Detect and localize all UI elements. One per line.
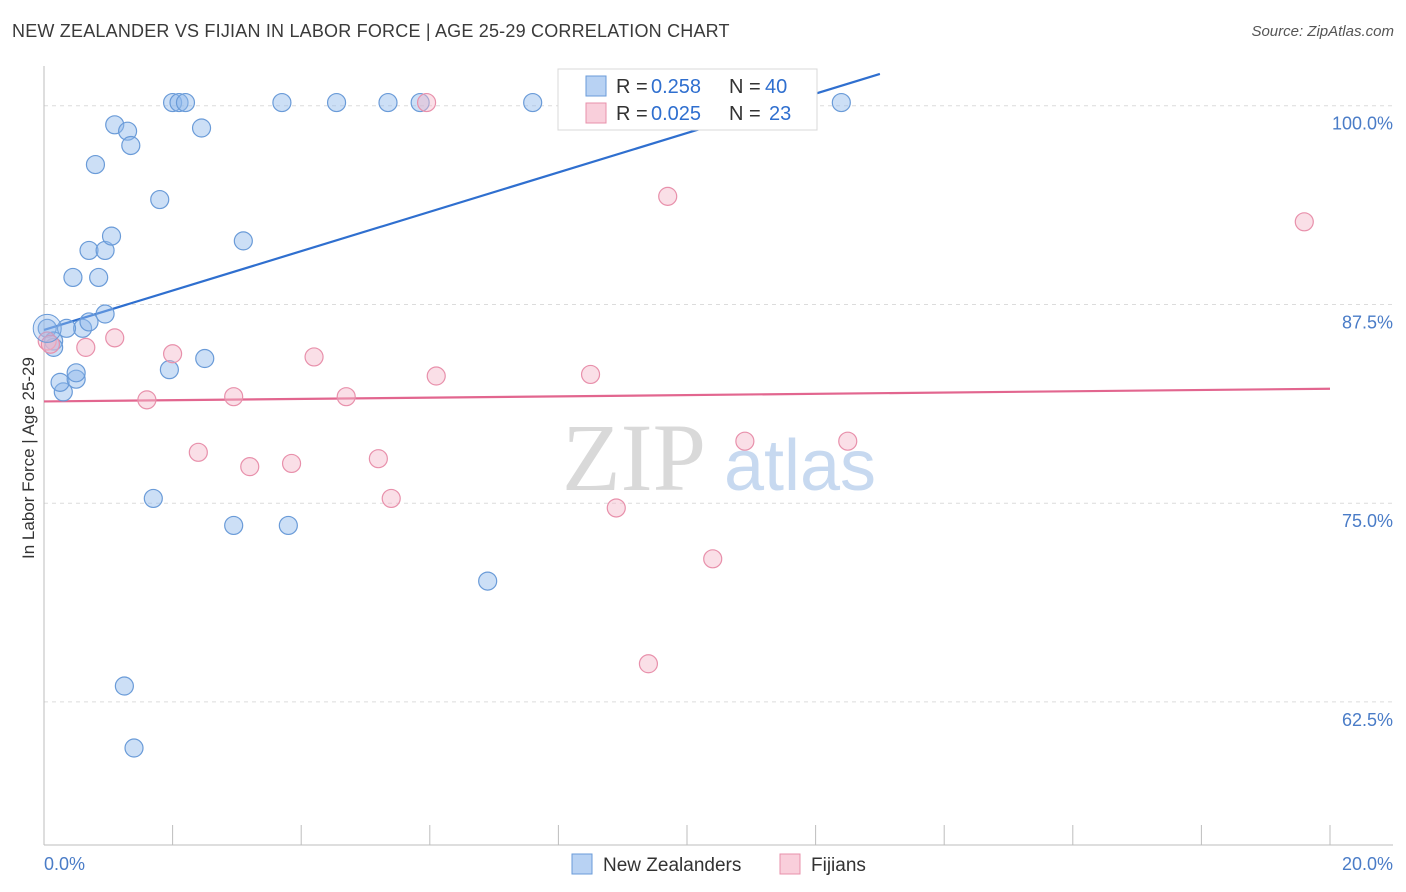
point-fijians: [703, 549, 723, 569]
legend-n-label-1: N =: [729, 76, 761, 98]
point-fijians: [381, 488, 401, 509]
point-new-zealanders: [278, 515, 298, 536]
point-new-zealanders: [121, 135, 141, 156]
data-points: [32, 92, 1314, 758]
axes: [43, 66, 1393, 846]
point-fijians: [224, 387, 244, 407]
watermark-atlas: atlas: [724, 426, 876, 506]
watermark: ZIP atlas: [562, 404, 876, 511]
point-new-zealanders: [191, 118, 212, 138]
point-new-zealanders: [85, 154, 106, 175]
point-new-zealanders: [95, 240, 115, 261]
point-fijians: [240, 457, 260, 477]
point-new-zealanders: [143, 488, 163, 509]
point-new-zealanders: [150, 189, 170, 210]
point-new-zealanders: [523, 92, 543, 113]
legend-n-value-2: 23: [769, 103, 791, 125]
point-new-zealanders: [831, 92, 851, 113]
y-axis-title: In Labor Force | Age 25-29: [19, 357, 38, 559]
point-fijians: [281, 453, 302, 474]
point-cluster-new-zealanders: [32, 313, 62, 343]
point-new-zealanders: [66, 369, 86, 389]
point-new-zealanders: [478, 571, 498, 591]
point-fijians: [658, 186, 678, 206]
point-new-zealanders: [117, 121, 138, 141]
point-fijians: [37, 331, 57, 351]
bottom-legend-label-new-zealanders: New Zealanders: [603, 855, 741, 876]
point-new-zealanders: [272, 92, 292, 113]
legend-r-value-2: 0.025: [651, 103, 701, 125]
x-tick-labels: 0.0% 20.0%: [44, 854, 1393, 874]
trend-line-fijians: [43, 387, 1331, 403]
point-fijians: [838, 431, 858, 451]
legend-n-value-1: 40: [765, 76, 787, 98]
legend-r-label-1: R =: [616, 76, 648, 98]
legend-n-label-2: N =: [729, 103, 761, 125]
point-fijians: [137, 390, 157, 410]
point-new-zealanders: [169, 92, 189, 113]
point-new-zealanders: [159, 360, 179, 380]
point-new-zealanders: [175, 92, 196, 113]
point-fijians: [336, 387, 356, 407]
point-fijians: [606, 498, 626, 518]
legend-swatch-new-zealanders: [585, 75, 607, 97]
point-fijians: [76, 337, 96, 357]
gridlines: [44, 105, 1393, 703]
chart-title: NEW ZEALANDER VS FIJIAN IN LABOR FORCE |…: [12, 21, 730, 41]
point-fijians: [426, 366, 446, 386]
bottom-legend-label-fijians: Fijians: [811, 855, 866, 876]
point-new-zealanders: [233, 231, 253, 251]
point-fijians: [580, 364, 601, 385]
point-fijians: [416, 92, 437, 113]
point-new-zealanders: [79, 240, 99, 261]
legend-swatch-fijians: [585, 102, 607, 124]
point-fijians: [304, 347, 324, 367]
point-new-zealanders: [195, 348, 215, 369]
point-fijians: [368, 449, 388, 469]
point-new-zealanders: [66, 363, 86, 383]
legend-r-label-2: R =: [616, 103, 648, 125]
point-fijians: [638, 654, 659, 674]
point-new-zealanders: [114, 676, 134, 696]
point-new-zealanders: [79, 312, 99, 332]
point-fijians: [1294, 212, 1314, 232]
point-fijians: [163, 344, 183, 364]
x-tick-label: 0.0%: [44, 854, 85, 874]
point-new-zealanders: [89, 267, 109, 288]
point-new-zealanders: [95, 304, 115, 324]
y-tick-label: 100.0%: [1332, 114, 1393, 134]
bottom-legend-swatch-fijians: [779, 853, 801, 875]
y-tick-label: 62.5%: [1342, 710, 1393, 730]
x-tick-label: 20.0%: [1342, 854, 1393, 874]
legend-box: R = 0.258 N = 40 R = 0.025 N = 23: [557, 68, 818, 131]
source-label: Source: ZipAtlas.com: [1251, 23, 1394, 40]
point-new-zealanders: [101, 226, 122, 246]
point-new-zealanders: [124, 738, 144, 758]
legend-r-value-1: 0.258: [651, 76, 701, 98]
point-new-zealanders: [410, 92, 430, 113]
y-tick-label: 87.5%: [1342, 312, 1393, 332]
point-fijians: [735, 431, 755, 451]
y-tick-labels: 100.0% 87.5% 75.0% 62.5%: [1332, 114, 1393, 730]
point-fijians: [105, 328, 125, 348]
point-new-zealanders: [224, 515, 244, 536]
point-fijians: [188, 442, 208, 462]
point-new-zealanders: [50, 372, 70, 392]
point-new-zealanders: [326, 92, 347, 113]
point-new-zealanders: [63, 267, 83, 288]
point-new-zealanders: [56, 318, 77, 338]
y-tick-label: 75.0%: [1342, 511, 1393, 531]
watermark-zip: ZIP: [562, 404, 706, 511]
bottom-legend-swatch-new-zealanders: [571, 853, 593, 875]
point-new-zealanders: [378, 92, 398, 113]
bottom-legend: New Zealanders Fijians: [571, 853, 866, 876]
